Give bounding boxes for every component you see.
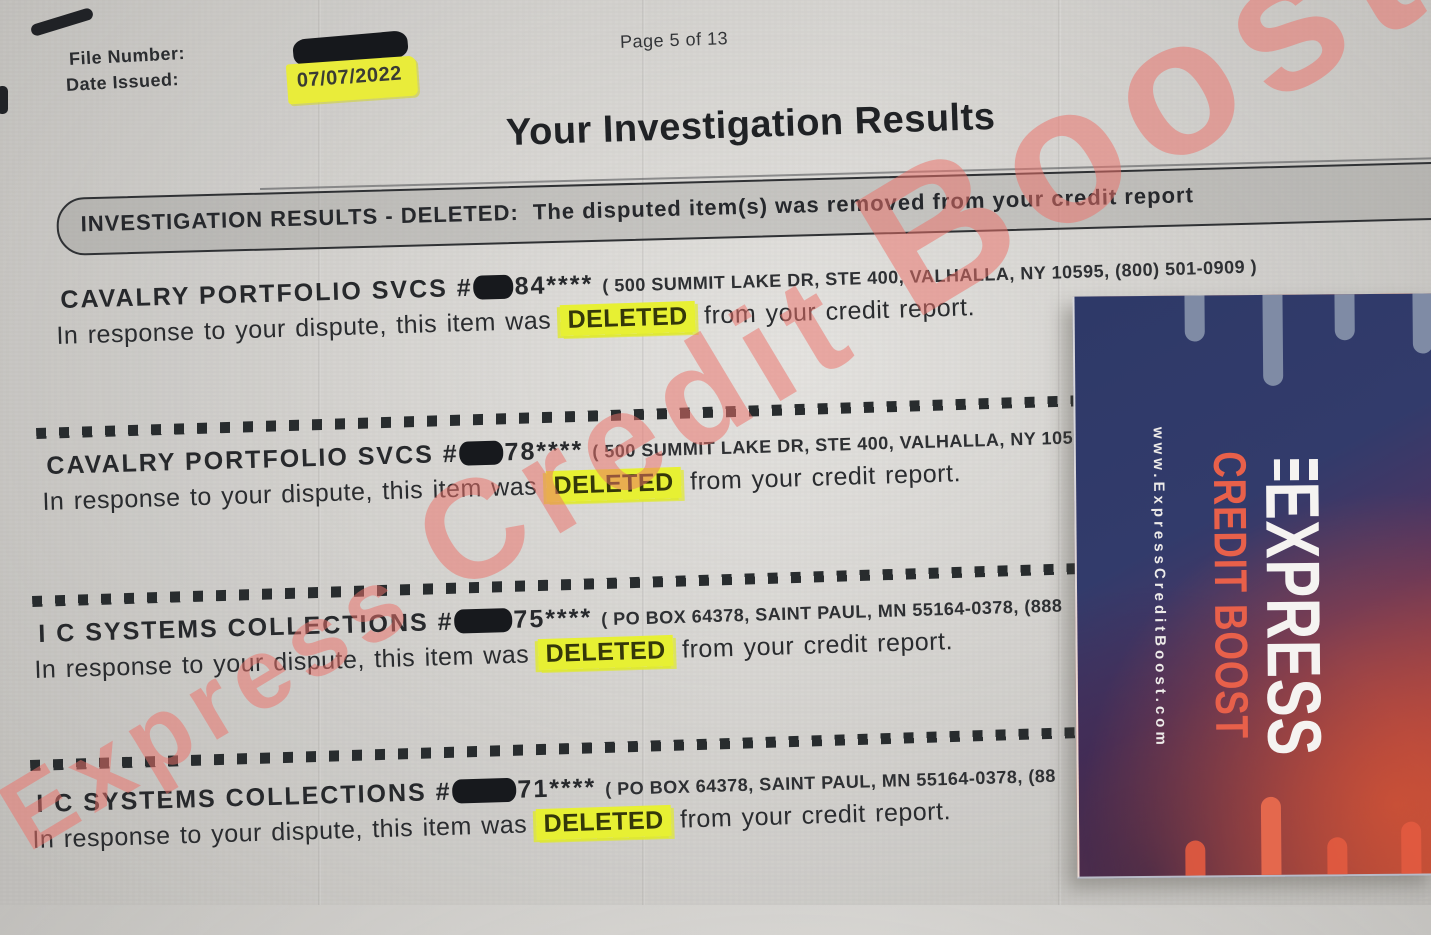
card-streak bbox=[1401, 821, 1422, 879]
response-text: from your credit report. bbox=[672, 627, 954, 664]
account-suffix: 84**** bbox=[514, 269, 603, 301]
creditor-address: ( 500 SUMMIT LAKE DR, STE 400, VALHALLA,… bbox=[602, 256, 1258, 296]
redacted-account-number bbox=[452, 777, 517, 804]
date-issued-highlight: 07/07/2022 bbox=[285, 55, 419, 105]
deleted-highlight: DELETED bbox=[536, 804, 672, 841]
edge-mark bbox=[0, 86, 8, 114]
express-credit-boost-business-card: EXPRESS CREDIT BOOST www.ExpressCreditBo… bbox=[1072, 293, 1431, 879]
account-suffix: 71**** bbox=[517, 773, 606, 804]
account-suffix: 75**** bbox=[513, 603, 602, 634]
card-streak bbox=[1334, 293, 1355, 341]
redacted-account-number bbox=[454, 607, 513, 634]
photographed-credit-report-page: { "header": { "file_number_label": "File… bbox=[0, 0, 1431, 905]
card-streak bbox=[1185, 840, 1206, 879]
deleted-highlight: DELETED bbox=[546, 466, 682, 503]
creditor-name: CAVALRY PORTFOLIO SVCS # bbox=[60, 273, 474, 314]
card-streak bbox=[1184, 293, 1205, 342]
page-title: Your Investigation Results bbox=[505, 95, 997, 155]
card-text-block: EXPRESS CREDIT BOOST www.ExpressCreditBo… bbox=[1135, 416, 1337, 758]
card-website-url: www.ExpressCreditBoost.com bbox=[1149, 426, 1170, 749]
card-brand-line1: EXPRESS bbox=[1249, 458, 1336, 757]
paper-crease bbox=[642, 0, 645, 905]
card-streak bbox=[1260, 796, 1282, 879]
creditor-name: I C SYSTEMS COLLECTIONS # bbox=[36, 777, 452, 818]
creditor-address: ( PO BOX 64378, SAINT PAUL, MN 55164-037… bbox=[600, 595, 1063, 630]
creditor-address: ( PO BOX 64378, SAINT PAUL, MN 55164-037… bbox=[604, 765, 1057, 800]
card-streak bbox=[1327, 837, 1348, 879]
card-streak bbox=[1262, 293, 1284, 386]
response-text: from your credit report. bbox=[680, 459, 962, 496]
account-suffix: 78**** bbox=[504, 435, 593, 467]
file-number-label: File Number: bbox=[68, 42, 186, 70]
redacted-account-number bbox=[473, 274, 514, 300]
speed-bars-logo-icon bbox=[1273, 458, 1319, 481]
card-streak bbox=[1412, 293, 1431, 354]
paper-crease bbox=[318, 0, 321, 905]
paper-crease bbox=[1058, 0, 1061, 905]
response-text: from your credit report. bbox=[670, 797, 952, 834]
deleted-highlight: DELETED bbox=[538, 634, 674, 671]
response-text: from your credit report. bbox=[694, 293, 976, 330]
creditor-name: I C SYSTEMS COLLECTIONS # bbox=[38, 607, 454, 648]
credit-report-document: File Number: Date Issued: 07/07/2022 Pag… bbox=[0, 6, 1431, 854]
redacted-account-number bbox=[459, 440, 504, 466]
card-brand-line2: CREDIT BOOST bbox=[1203, 450, 1259, 740]
pen-mark bbox=[29, 6, 95, 38]
page-indicator: Page 5 of 13 bbox=[619, 28, 729, 52]
brand-word-express: EXPRESS bbox=[1249, 481, 1337, 757]
creditor-address: ( 500 SUMMIT LAKE DR, STE 400, VALHALLA,… bbox=[592, 427, 1084, 462]
creditor-name: CAVALRY PORTFOLIO SVCS # bbox=[46, 439, 460, 480]
date-issued-label: Date Issued: bbox=[65, 69, 180, 95]
deleted-highlight: DELETED bbox=[560, 300, 696, 337]
